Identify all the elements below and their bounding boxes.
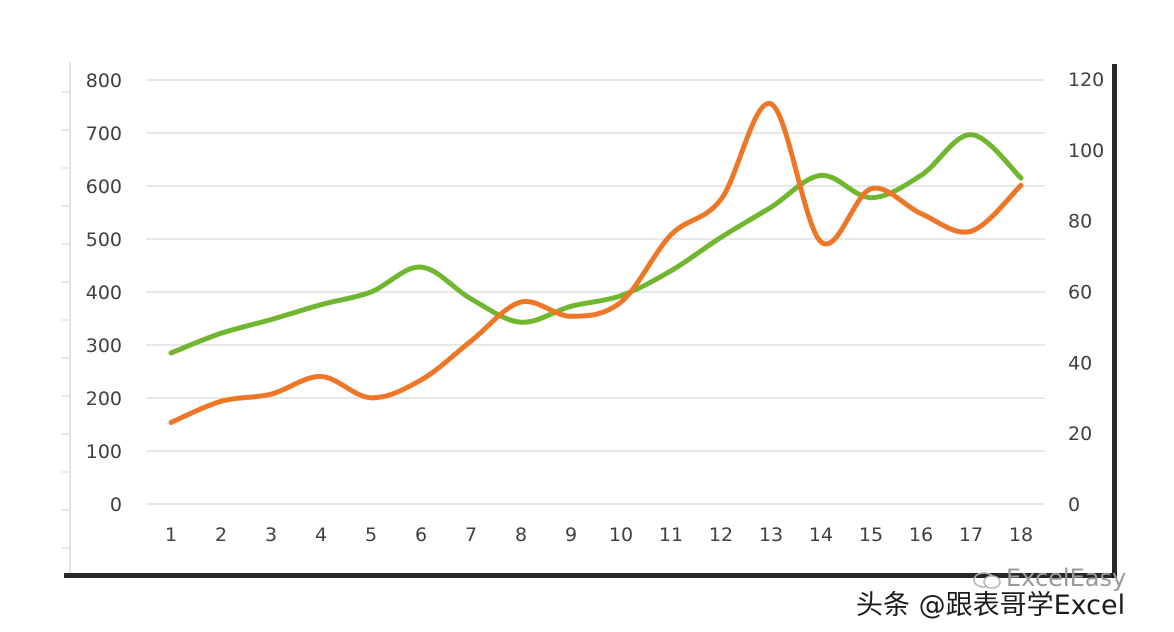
- right-axis-tick-labels: 0 20 40 60 80 100 120: [1068, 69, 1104, 516]
- x-tick-label: 4: [315, 524, 327, 546]
- x-tick-label: 1: [165, 524, 177, 546]
- watermark-text: 头条 @跟表哥学Excel: [856, 590, 1126, 621]
- x-tick-label: 15: [859, 524, 883, 546]
- x-tick-label: 14: [809, 524, 833, 546]
- y-right-tick-label: 80: [1068, 211, 1092, 233]
- x-tick-label: 18: [1009, 524, 1033, 546]
- y-right-tick-label: 40: [1068, 352, 1092, 374]
- y-left-tick-label: 700: [86, 123, 122, 145]
- x-tick-label: 17: [959, 524, 983, 546]
- y-left-tick-label: 400: [86, 282, 122, 304]
- y-left-tick-label: 300: [86, 335, 122, 357]
- x-tick-label: 6: [415, 524, 427, 546]
- y-right-tick-label: 120: [1068, 69, 1104, 91]
- frame-shadow-bottom: [64, 573, 1117, 578]
- y-left-tick-label: 600: [86, 176, 122, 198]
- x-tick-label: 2: [215, 524, 227, 546]
- frame-shadow-right: [1112, 64, 1117, 578]
- y-right-tick-label: 100: [1068, 140, 1104, 162]
- watermark-sub-text: ExcelEasy: [1006, 564, 1127, 592]
- x-tick-label: 11: [659, 524, 683, 546]
- x-tick-label: 5: [365, 524, 377, 546]
- y-right-tick-label: 0: [1068, 494, 1080, 516]
- x-tick-label: 3: [265, 524, 277, 546]
- y-left-tick-label: 800: [86, 70, 122, 92]
- x-tick-label: 12: [709, 524, 733, 546]
- x-tick-label: 7: [465, 524, 477, 546]
- x-tick-label: 8: [515, 524, 527, 546]
- gridlines: [146, 79, 1045, 505]
- series-right-axis-line: [168, 101, 1024, 426]
- series-left-axis-line: [168, 132, 1024, 356]
- y-left-tick-label: 100: [86, 441, 122, 463]
- y-left-tick-label: 500: [86, 229, 122, 251]
- y-right-tick-label: 60: [1068, 282, 1092, 304]
- x-tick-label: 16: [909, 524, 933, 546]
- y-right-tick-label: 20: [1068, 423, 1092, 445]
- wechat-icon: [972, 570, 1002, 590]
- y-left-tick-label: 0: [110, 494, 122, 516]
- series-lines: [168, 101, 1024, 426]
- x-tick-label: 13: [759, 524, 783, 546]
- x-axis-tick-labels: 1 2 3 4 5 6 7 8 9 10 11 12 13 14 15 16 17 18: [165, 524, 1033, 546]
- x-tick-label: 10: [609, 524, 633, 546]
- left-axis-minor-ticks: [62, 91, 70, 549]
- left-axis-tick-labels: 0 100 200 300 400 500 600 700 800: [86, 70, 122, 516]
- y-left-tick-label: 200: [86, 388, 122, 410]
- x-tick-label: 9: [565, 524, 577, 546]
